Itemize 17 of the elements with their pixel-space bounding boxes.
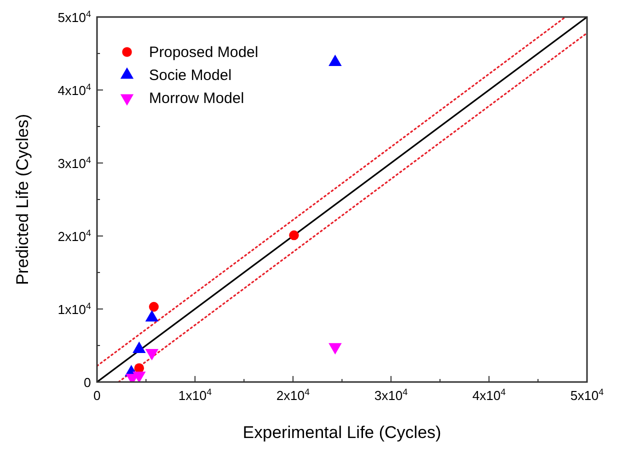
x-tick-label: 4x10$^{4}$ — [472, 387, 506, 403]
y-tick-label: 3x10$^{4}$ — [58, 155, 91, 171]
legend-label: Socie Model — [149, 67, 232, 84]
x-tick-label: 0 — [93, 388, 101, 403]
y-tick-label: 4x10$^{4}$ — [58, 82, 91, 98]
y-tick-label: 0 — [84, 375, 91, 390]
y-axis-title: Predicted Life (Cycles) — [13, 114, 32, 286]
x-tick-label: 3x10$^{4}$ — [374, 387, 408, 403]
y-tick-label: 2x10$^{4}$ — [58, 228, 91, 244]
legend-label: Proposed Model — [149, 44, 258, 61]
y-tick-label: 1x10$^{4}$ — [58, 301, 91, 317]
x-axis-title: Experimental Life (Cycles) — [242, 423, 442, 442]
y-tick-label: 5x10$^{4}$ — [58, 9, 91, 25]
legend-label: Morrow Model — [149, 90, 244, 107]
x-tick-label: 2x10$^{4}$ — [276, 387, 310, 403]
x-tick-label: 1x10$^{4}$ — [178, 387, 212, 403]
x-tick-label: 5x10$^{4}$ — [570, 387, 604, 403]
